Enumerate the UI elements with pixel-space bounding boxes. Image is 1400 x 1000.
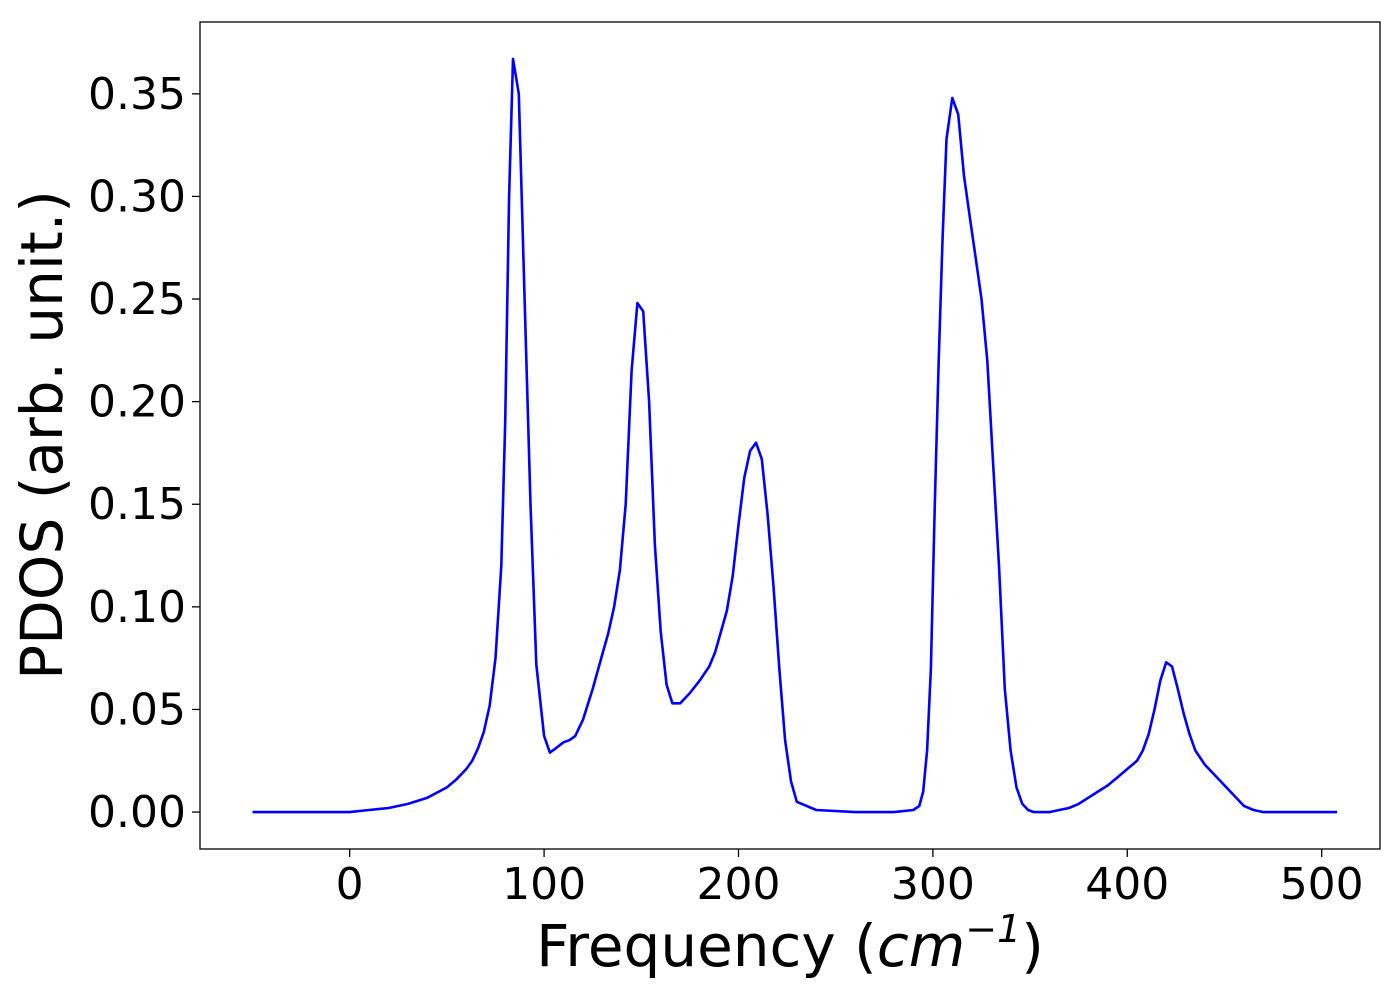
- x-axis-label: Frequency (cm−1): [536, 907, 1044, 980]
- x-tick-label: 200: [696, 859, 780, 910]
- series-line-0: [252, 57, 1338, 814]
- x-tick-label: 0: [336, 859, 364, 910]
- y-axis-label: PDOS (arb. unit.): [8, 190, 76, 680]
- x-axis-label-text: Frequency (: [536, 912, 877, 980]
- y-axis-ticks: 0.00 0.05 0.10 0.15 0.20 0.25 0.30 0.35: [88, 69, 200, 838]
- y-tick-label: 0.20: [88, 377, 186, 428]
- x-axis-label-exponent: −1: [965, 907, 1021, 951]
- x-axis-label-close: ): [1021, 912, 1044, 980]
- y-tick-label: 0.00: [88, 787, 186, 838]
- y-tick-label: 0.05: [88, 684, 186, 735]
- x-axis-ticks: 0 100 200 300 400 500: [336, 849, 1364, 910]
- x-axis-label-unit: cm: [877, 912, 965, 980]
- x-tick-label: 500: [1280, 859, 1364, 910]
- plot-layer: [252, 57, 1338, 814]
- y-tick-label: 0.25: [88, 274, 186, 325]
- x-tick-label: 100: [502, 859, 586, 910]
- y-tick-label: 0.30: [88, 171, 186, 222]
- x-tick-label: 300: [891, 859, 975, 910]
- x-tick-label: 400: [1085, 859, 1169, 910]
- y-tick-label: 0.10: [88, 582, 186, 633]
- y-tick-label: 0.35: [88, 69, 186, 120]
- y-tick-label: 0.15: [88, 479, 186, 530]
- plot-frame: [199, 21, 1381, 850]
